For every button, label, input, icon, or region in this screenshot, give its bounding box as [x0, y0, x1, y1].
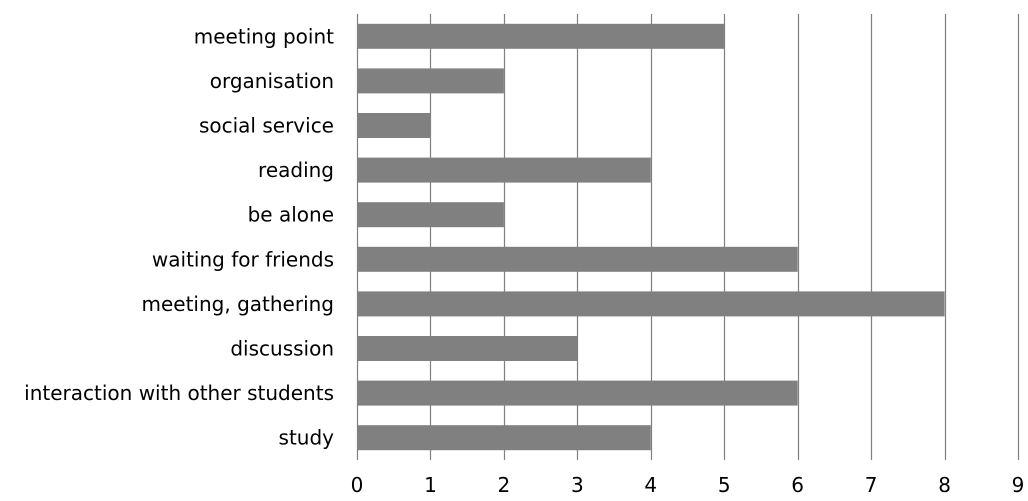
bar-discussion — [357, 336, 578, 361]
x-tick-label: 7 — [865, 473, 878, 497]
category-label: waiting for friends — [152, 247, 334, 271]
x-tick-label: 1 — [424, 473, 437, 497]
bar-meeting-point — [357, 23, 725, 49]
bar-meeting-gathering — [357, 291, 945, 317]
category-label: reading — [258, 158, 334, 182]
category-label: meeting, gathering — [142, 292, 335, 316]
x-tick-label: 2 — [498, 473, 511, 497]
category-label: study — [279, 426, 335, 450]
x-tick-label: 3 — [571, 473, 584, 497]
x-tick-label: 0 — [351, 473, 364, 497]
bar-be-alone — [357, 202, 504, 228]
category-label: social service — [199, 114, 334, 138]
category-label: be alone — [248, 203, 334, 227]
x-tick-label: 5 — [718, 473, 731, 497]
category-label: discussion — [230, 337, 334, 361]
x-tick-label: 9 — [1012, 473, 1025, 497]
bars — [357, 23, 945, 451]
category-labels: meeting point organisation social service r… — [24, 24, 334, 449]
bar-interaction-with-other-students — [357, 380, 798, 406]
category-label: organisation — [210, 69, 334, 93]
bar-organisation — [357, 68, 504, 94]
x-tick-label: 6 — [791, 473, 804, 497]
x-tick-labels: 0 1 2 3 4 5 6 7 8 9 — [351, 473, 1025, 497]
bar-reading — [357, 157, 651, 183]
x-tick-label: 4 — [644, 473, 657, 497]
category-label: interaction with other students — [24, 381, 334, 405]
bar-study — [357, 425, 651, 451]
x-tick-label: 8 — [938, 473, 951, 497]
bar-social-service — [357, 113, 431, 138]
category-label: meeting point — [194, 24, 334, 48]
bar-waiting-for-friends — [357, 246, 798, 272]
